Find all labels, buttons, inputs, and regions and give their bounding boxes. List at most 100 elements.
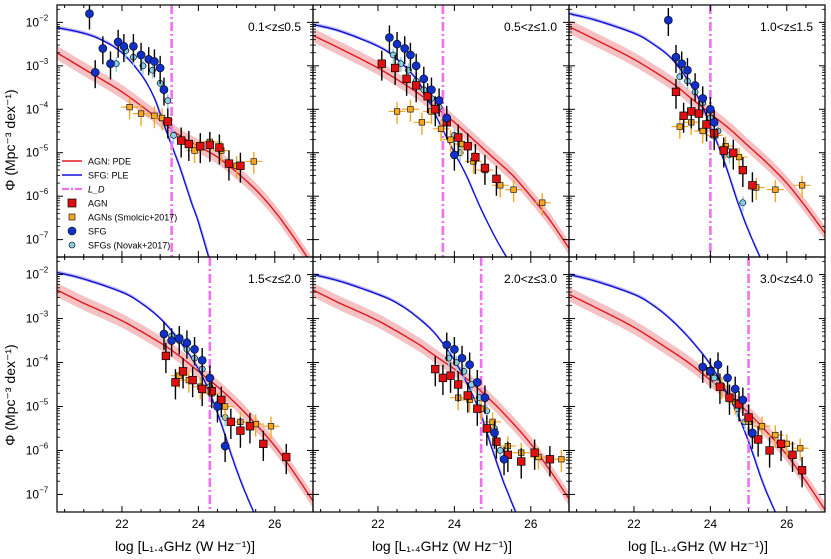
sfg-point	[197, 356, 207, 365]
agn-point	[412, 81, 421, 90]
panel-plot-area	[313, 257, 569, 512]
agn-point	[226, 417, 236, 427]
agn-point	[207, 386, 216, 396]
panel-5: 22 24 26 2.0<z≤3.0	[312, 256, 570, 531]
sfg-novak-point	[170, 132, 177, 139]
agn-smolcic-point	[699, 127, 706, 135]
panel-title: 1.5<z≤2.0	[248, 272, 301, 286]
agn-smolcic-point	[797, 445, 804, 452]
y-tick-exponent: −6	[39, 441, 49, 450]
panel-2: 0.5<z≤1.0	[312, 4, 570, 258]
sfg-point	[713, 360, 723, 370]
y-tick-label: 10−4	[26, 354, 49, 370]
agn-point	[431, 364, 440, 374]
y-tick-exponent: −4	[39, 354, 49, 363]
sfg-point	[385, 33, 394, 42]
y-tick-label: 10−5	[26, 144, 49, 160]
x-tick-label: 26	[524, 517, 538, 531]
agn-point	[725, 393, 734, 402]
sfg-point	[480, 393, 490, 402]
sfg-point	[671, 52, 681, 62]
sfg-point	[106, 59, 115, 68]
sfg-point	[136, 50, 146, 60]
agn-smolcic-point	[798, 182, 806, 189]
agn-smolcic-point	[539, 199, 546, 206]
agn-point	[377, 59, 386, 68]
agn-point	[402, 74, 411, 84]
sfg-point	[738, 395, 748, 405]
agn-smolcic-point	[735, 153, 743, 161]
agn-smolcic-point	[772, 186, 779, 193]
y-tick-label: 10−4	[26, 100, 49, 116]
panel-4: 10−7 10−6 10−5 10−4 10−3 10−2 22 24 26 1.5<z≤2.0	[26, 256, 314, 531]
x-tick-label: 22	[371, 517, 385, 531]
agn-smolcic-point	[437, 125, 445, 132]
agn-pde-uncertainty-band	[57, 282, 313, 508]
x-tick-label: 26	[268, 517, 282, 531]
sfg-ple-line	[569, 273, 777, 512]
x-tick-label: 26	[780, 517, 794, 531]
legend-label: AGN: PDE	[88, 157, 131, 167]
panel-plot-area	[313, 5, 569, 257]
agn-smolcic-point	[151, 112, 158, 119]
sfg-point	[499, 454, 509, 464]
agn-point	[797, 466, 807, 475]
sfg-point	[155, 63, 165, 73]
agn-point	[719, 146, 728, 155]
sfg-point	[190, 345, 199, 354]
sfg-novak-point	[397, 60, 405, 67]
agn-point	[480, 163, 490, 173]
y-tick-exponent: −5	[39, 397, 49, 406]
agn-smolcic-point	[191, 147, 198, 154]
sfg-point	[182, 338, 192, 348]
legend-label: SFG	[88, 227, 107, 237]
y-tick-exponent: −7	[39, 485, 49, 494]
sfg-point	[392, 39, 402, 49]
agn-point	[748, 181, 757, 190]
legend-sfg-swatch	[67, 226, 77, 236]
panel-3: 1.0<z≤1.5	[568, 4, 826, 258]
legend-label: SFG: PLE	[88, 171, 129, 181]
sfg-point	[174, 334, 184, 343]
agn-point	[765, 446, 774, 455]
sfg-ple-line	[569, 13, 761, 257]
agn-point	[715, 382, 725, 391]
agn-smolcic-point	[250, 158, 257, 165]
y-axis-label-top-row: Φ (Mpc⁻³ dex⁻¹)	[2, 89, 18, 190]
panel-title: 2.0<z≤3.0	[504, 272, 557, 286]
agn-point	[161, 351, 171, 361]
agn-point	[463, 391, 472, 400]
sfg-novak-point	[710, 374, 718, 382]
agn-point	[282, 452, 291, 462]
y-tick-exponent: −5	[39, 144, 49, 153]
agn-smolcic-point	[772, 431, 779, 439]
sfg-point	[677, 59, 687, 68]
y-tick-exponent: −2	[39, 266, 49, 275]
sfg-point	[205, 373, 215, 383]
legend: AGN: PDE SFG: PLE L_D AGN AGNs (Smolcic+2017…	[62, 157, 177, 251]
legend-label: L_D	[88, 185, 105, 195]
sfg-point	[406, 50, 415, 60]
agn-point	[259, 439, 268, 449]
y-tick-exponent: −2	[39, 13, 49, 22]
agn-point	[205, 140, 214, 150]
agn-pde-uncertainty-band	[313, 28, 569, 256]
agn-point	[188, 375, 197, 385]
panel-title: 1.0<z≤1.5	[760, 20, 813, 34]
sfg-point	[159, 329, 169, 339]
agn-point	[671, 87, 681, 97]
sfg-point	[698, 94, 708, 103]
agn-point	[679, 111, 688, 120]
agn-point	[473, 404, 482, 413]
agn-smolcic-point	[393, 108, 401, 115]
agn-pde-line	[313, 34, 569, 249]
panel-frame	[312, 256, 570, 513]
sfg-point	[98, 44, 108, 53]
agn-point	[753, 435, 763, 444]
agn-point	[545, 455, 555, 464]
sfg-ple-line	[57, 26, 210, 257]
agn-point	[530, 448, 539, 457]
sfg-ple-line	[57, 271, 255, 512]
x-tick-label: 22	[627, 517, 641, 531]
y-tick-exponent: −7	[39, 231, 49, 240]
